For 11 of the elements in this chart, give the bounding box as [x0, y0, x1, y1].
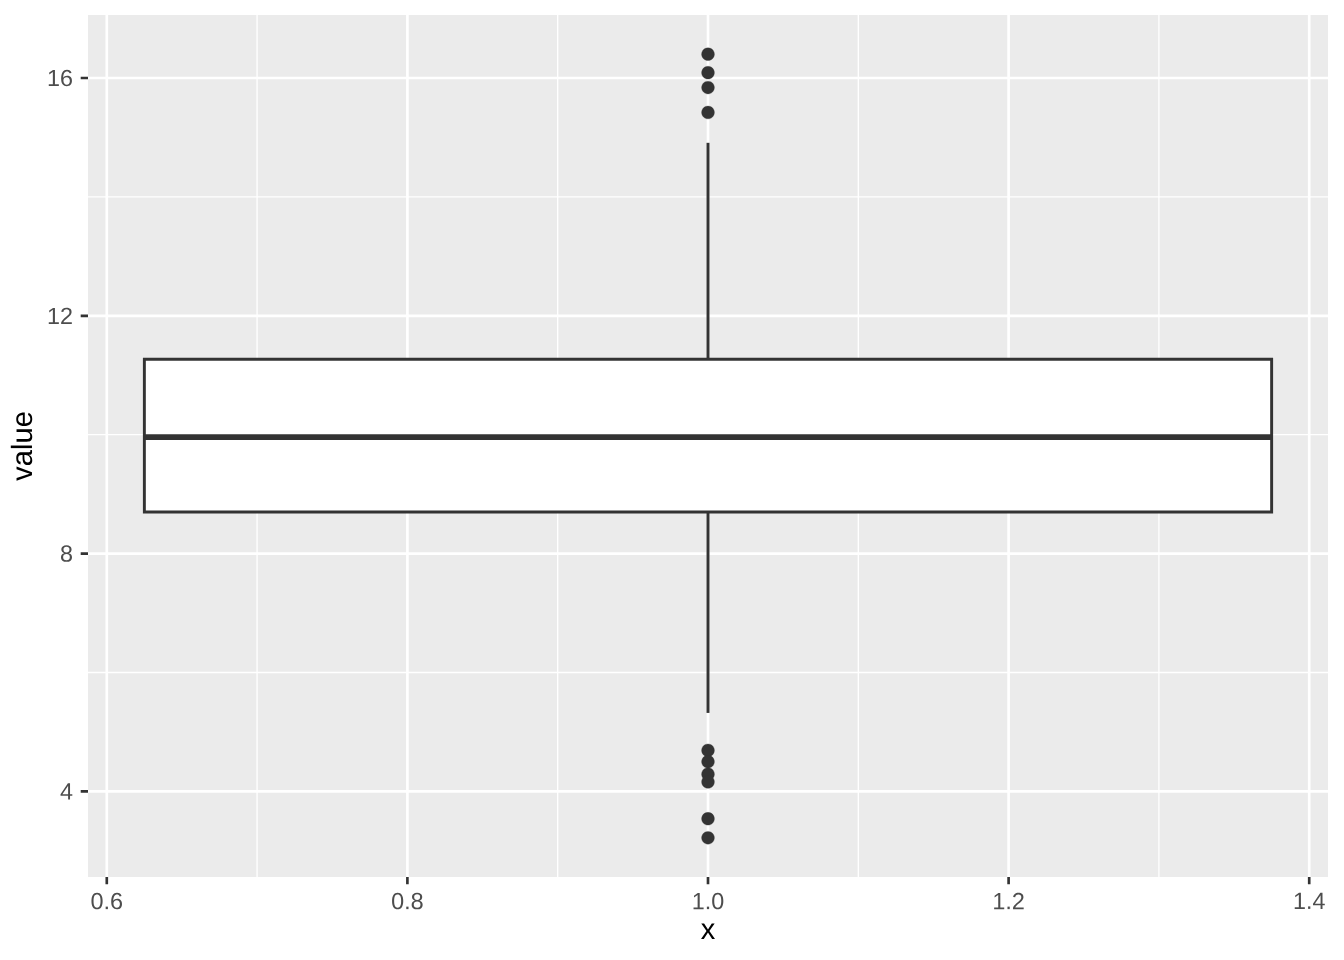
- y-tick-label: 12: [48, 307, 72, 324]
- x-axis-title: x: [701, 923, 715, 939]
- y-tick-label: 4: [60, 783, 73, 800]
- y-tick-label: 16: [48, 69, 72, 87]
- text: 1.0: [693, 892, 724, 910]
- text: 1.2: [994, 892, 1024, 910]
- y-tick-label: 8: [60, 545, 72, 562]
- text: 0.6: [91, 892, 122, 910]
- y-axis-title: value: [10, 412, 33, 481]
- text: 0.8: [392, 892, 423, 910]
- text: 1.4: [1294, 892, 1325, 909]
